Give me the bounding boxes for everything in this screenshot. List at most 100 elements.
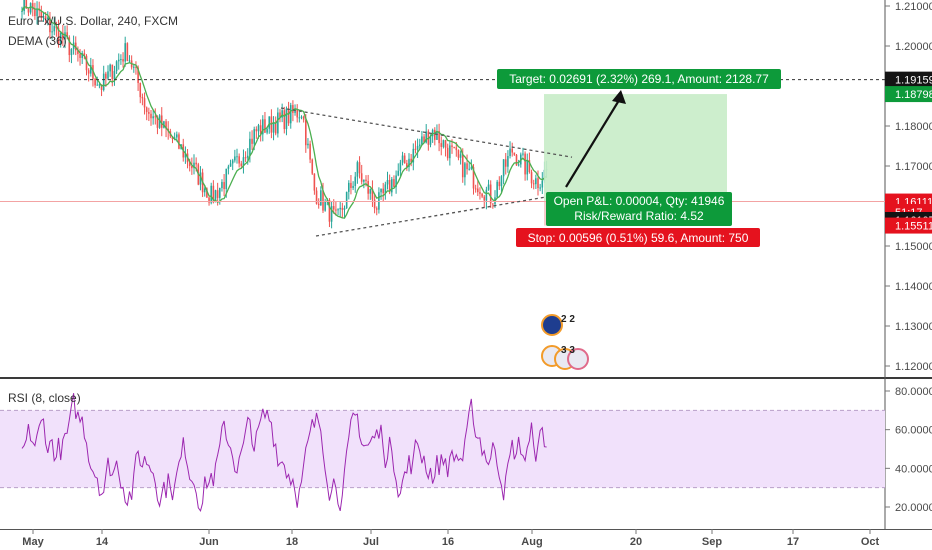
x-tick-label: May — [22, 536, 44, 548]
candle-body — [539, 187, 541, 189]
price-tag-label: 1.15511 — [895, 221, 932, 233]
price-tag-bg — [885, 71, 932, 88]
target-label-box[interactable]: Target: 0.02691 (2.32%) 269.1, Amount: 2… — [497, 69, 781, 89]
candle-body — [40, 10, 43, 18]
candle-body — [464, 163, 466, 178]
eu-event-badge[interactable]: 2 2 — [541, 314, 575, 336]
candle-body — [42, 16, 45, 18]
candle-body — [100, 84, 103, 90]
candle-body — [249, 138, 251, 156]
candle-body — [124, 43, 126, 62]
lower-trendline[interactable] — [315, 195, 553, 237]
candle-body — [459, 154, 462, 158]
candle-body — [137, 67, 139, 83]
candle-body — [47, 17, 49, 20]
y-tick-label: 1.15000 — [895, 241, 932, 253]
stop-label-box[interactable]: Stop: 0.00596 (0.51%) 59.6, Amount: 750 — [516, 228, 760, 247]
candle-body — [401, 155, 404, 163]
open-pl-box[interactable]: Open P&L: 0.00004, Qty: 41946Risk/Reward… — [546, 192, 732, 226]
candle-body — [530, 172, 533, 184]
y-tick-label: 1.18000 — [895, 121, 932, 133]
candle-body — [330, 206, 333, 222]
candle-body — [49, 17, 51, 33]
candle-body — [483, 196, 486, 201]
candle-body — [272, 123, 275, 133]
candle-body — [311, 159, 314, 174]
x-tick-label: 20 — [630, 536, 642, 548]
price-tag[interactable]: 1.19159 — [885, 71, 932, 88]
candle-body — [360, 173, 363, 182]
candle-body — [466, 163, 468, 170]
indicator-legend[interactable]: DEMA (36) — [8, 34, 67, 48]
candle-body — [208, 197, 210, 203]
candle-body — [365, 179, 367, 182]
x-tick-label: 17 — [787, 536, 799, 548]
candle-body — [403, 155, 406, 164]
candle-body — [141, 97, 144, 99]
candle-body — [122, 59, 124, 62]
projection-arrow[interactable] — [565, 96, 622, 188]
candle-body — [341, 207, 344, 210]
candle-body — [156, 116, 159, 128]
price-tag[interactable]: 1.18798 — [885, 86, 932, 103]
candle-body — [193, 162, 195, 169]
candle-body — [255, 129, 258, 132]
projection-arrowhead — [612, 90, 626, 104]
us-event-badge[interactable]: 3 3 — [541, 345, 589, 370]
candle-body — [283, 110, 286, 130]
x-tick-label: 18 — [286, 536, 298, 548]
candle-body — [210, 185, 212, 203]
candle-body — [305, 119, 307, 146]
upper-trendline[interactable] — [280, 107, 573, 158]
candle-body — [517, 164, 520, 166]
target-zone[interactable] — [544, 94, 727, 202]
candle-body — [117, 59, 120, 62]
candle-body — [221, 182, 223, 189]
candle-body — [487, 184, 490, 190]
candle-body — [133, 66, 135, 68]
candle-body — [87, 70, 90, 74]
candle-body — [524, 153, 526, 175]
candle-body — [135, 66, 137, 68]
candle-body — [470, 167, 473, 169]
target-label-box-bg — [497, 69, 781, 89]
event-count: 2 2 — [561, 314, 575, 325]
candle-body — [206, 188, 208, 198]
candle-body — [158, 115, 161, 128]
us-flag-icon — [567, 348, 589, 370]
rsi-line[interactable] — [21, 393, 547, 513]
candle-body — [375, 208, 378, 210]
main-pane[interactable] — [0, 0, 885, 377]
candle-body — [502, 159, 505, 177]
rsi-legend[interactable]: RSI (8, close) — [8, 391, 81, 405]
candle-body — [152, 116, 154, 119]
y-tick-label: 1.20000 — [895, 41, 932, 53]
candle-body — [418, 144, 421, 146]
candle-body — [227, 166, 230, 169]
candle-body — [143, 98, 146, 108]
candle-body — [234, 156, 236, 161]
candle-body — [44, 16, 47, 20]
candle-body — [479, 192, 481, 194]
stop-label: Stop: 0.00596 (0.51%) 59.6, Amount: 750 — [528, 231, 749, 245]
candle-body — [31, 3, 34, 10]
candle-body — [472, 167, 475, 189]
candle-body — [70, 49, 73, 56]
dema-line[interactable] — [21, 6, 547, 219]
candle-body — [335, 209, 337, 211]
candle-body — [348, 182, 350, 192]
candle-body — [51, 31, 53, 33]
candle-body — [313, 173, 316, 191]
candle-body — [513, 152, 516, 155]
candle-body — [307, 143, 309, 146]
candle-body — [66, 32, 68, 38]
candle-body — [214, 190, 217, 203]
candle-body — [498, 181, 501, 187]
price-tag[interactable]: 1.15511 — [885, 217, 932, 234]
candle-body — [410, 158, 412, 163]
candle-body — [145, 107, 148, 113]
candle-body — [386, 179, 389, 185]
candle-body — [236, 156, 238, 158]
candle-body — [468, 168, 470, 170]
